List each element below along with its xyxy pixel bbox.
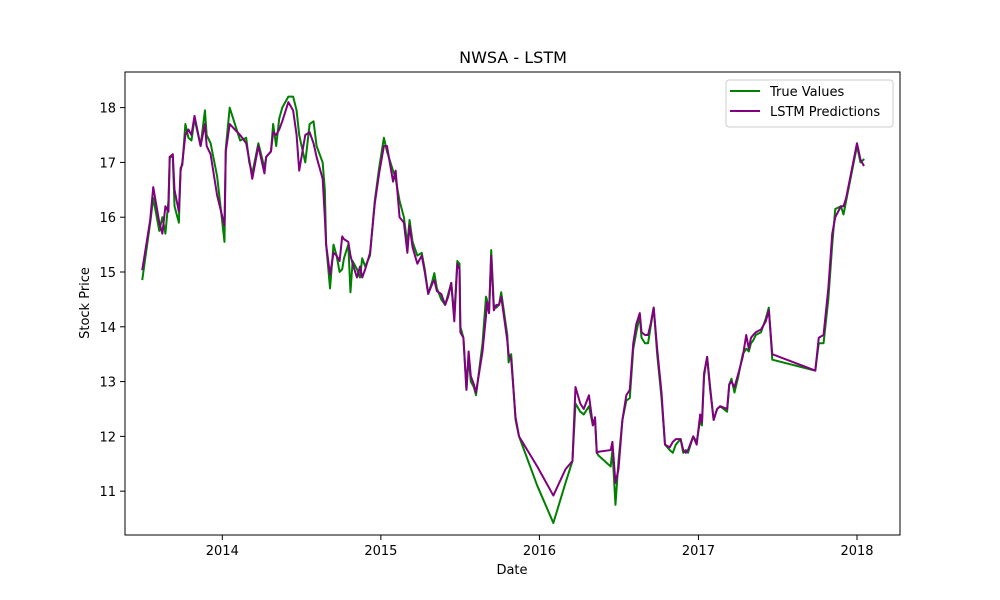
x-tick-label: 2015 [364,544,397,559]
y-axis-ticks: 11 12 13 14 15 16 17 18 [99,102,125,500]
series-line-lstm-predictions [141,101,865,497]
x-axis-ticks: 2014 2015 2016 2017 2018 [206,535,874,559]
y-axis-label: Stock Price [78,267,93,339]
x-axis-label: Date [496,563,527,578]
x-tick-label: 2016 [523,544,556,559]
plot-series-group [141,95,865,524]
y-tick-label: 12 [99,430,116,445]
legend: True Values LSTM Predictions [725,79,894,128]
chart-title: NWSA - LSTM [459,48,567,67]
legend-label-true-values: True Values [769,85,844,100]
y-tick-label: 13 [99,376,116,391]
legend-label-lstm-predictions: LSTM Predictions [770,105,880,120]
x-tick-label: 2017 [682,544,715,559]
y-tick-label: 11 [99,485,116,500]
y-tick-label: 14 [99,321,116,336]
x-tick-label: 2018 [840,544,873,559]
legend-box [725,79,894,128]
y-tick-label: 18 [99,102,116,117]
y-tick-label: 17 [99,156,116,171]
plot-frame [124,71,901,536]
y-tick-label: 15 [99,266,116,281]
x-tick-label: 2014 [206,544,239,559]
y-tick-label: 16 [99,211,116,226]
